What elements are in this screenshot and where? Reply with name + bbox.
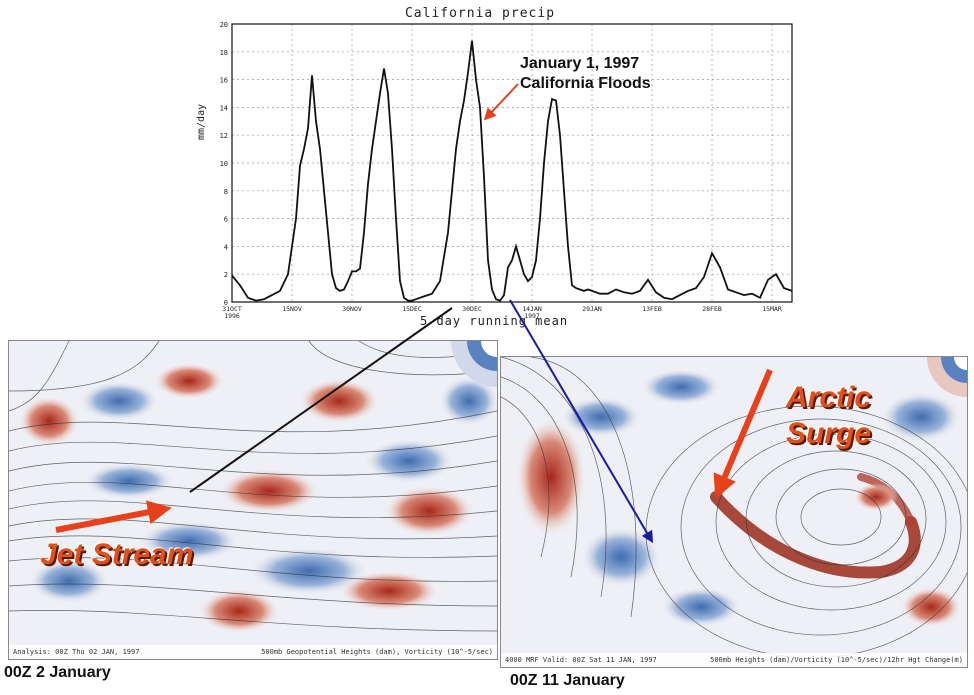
annotation-floods: California Floods bbox=[520, 75, 651, 92]
jet-stream-label: Jet Stream bbox=[40, 538, 194, 571]
map-jan-2: Analysis: 00Z Thu 02 JAN, 1997 500mb Geo… bbox=[8, 340, 498, 660]
x-tick-label: 13FEB bbox=[642, 305, 662, 313]
y-tick-label: 0 bbox=[224, 299, 228, 307]
y-tick-label: 16 bbox=[220, 77, 228, 85]
x-tick-label: 15MAR bbox=[762, 305, 782, 313]
x-tick-label: 29JAN bbox=[582, 305, 602, 313]
arctic-surge-label: Arctic Surge bbox=[786, 380, 871, 452]
x-tick-label: 15DEC bbox=[402, 305, 422, 313]
y-tick-label: 20 bbox=[220, 21, 228, 29]
x-tick-label: 30NOV bbox=[342, 305, 362, 313]
map-jan-11-field bbox=[501, 357, 967, 667]
y-tick-label: 4 bbox=[224, 243, 228, 251]
y-tick-label: 18 bbox=[220, 49, 228, 57]
map-jan-2-footer: Analysis: 00Z Thu 02 JAN, 1997 500mb Geo… bbox=[9, 645, 497, 659]
y-tick-label: 8 bbox=[224, 188, 228, 196]
x-tick-label: 28FEB bbox=[702, 305, 722, 313]
x-tick-label: 1996 bbox=[224, 312, 240, 320]
map-jan-11: 4000 MRF Valid: 00Z Sat 11 JAN, 1997 500… bbox=[500, 356, 968, 668]
map-jan-2-footer-left: Analysis: 00Z Thu 02 JAN, 1997 bbox=[13, 648, 140, 656]
x-tick-label: 30DEC bbox=[462, 305, 482, 313]
y-tick-label: 12 bbox=[220, 132, 228, 140]
map-jan-11-footer-left: 4000 MRF Valid: 00Z Sat 11 JAN, 1997 bbox=[505, 656, 657, 664]
caption-jan-11: 00Z 11 January bbox=[510, 672, 625, 689]
map-jan-2-footer-right: 500mb Geopotential Heights (dam), Vortic… bbox=[261, 648, 493, 656]
caption-jan-2: 00Z 2 January bbox=[4, 664, 111, 681]
x-tick-label: 15NOV bbox=[282, 305, 302, 313]
map-jan-11-footer-right: 500mb Heights (dam)/Vorticity (10^-5/sec… bbox=[710, 656, 963, 664]
y-tick-label: 10 bbox=[220, 160, 228, 168]
arctic-surge-label-line1: Arctic bbox=[786, 381, 872, 414]
x-tick-label: 1997 bbox=[524, 312, 540, 320]
map-jan-2-field bbox=[9, 341, 497, 659]
y-tick-label: 2 bbox=[224, 271, 228, 279]
map-jan-11-footer: 4000 MRF Valid: 00Z Sat 11 JAN, 1997 500… bbox=[501, 653, 967, 667]
y-tick-label: 6 bbox=[224, 216, 228, 224]
annotation-date: January 1, 1997 bbox=[520, 55, 640, 72]
precip-series-line bbox=[231, 40, 793, 302]
arctic-surge-label-line2: Surge bbox=[786, 417, 872, 450]
chart-title: California precip bbox=[404, 6, 556, 21]
y-tick-label: 14 bbox=[220, 104, 228, 112]
